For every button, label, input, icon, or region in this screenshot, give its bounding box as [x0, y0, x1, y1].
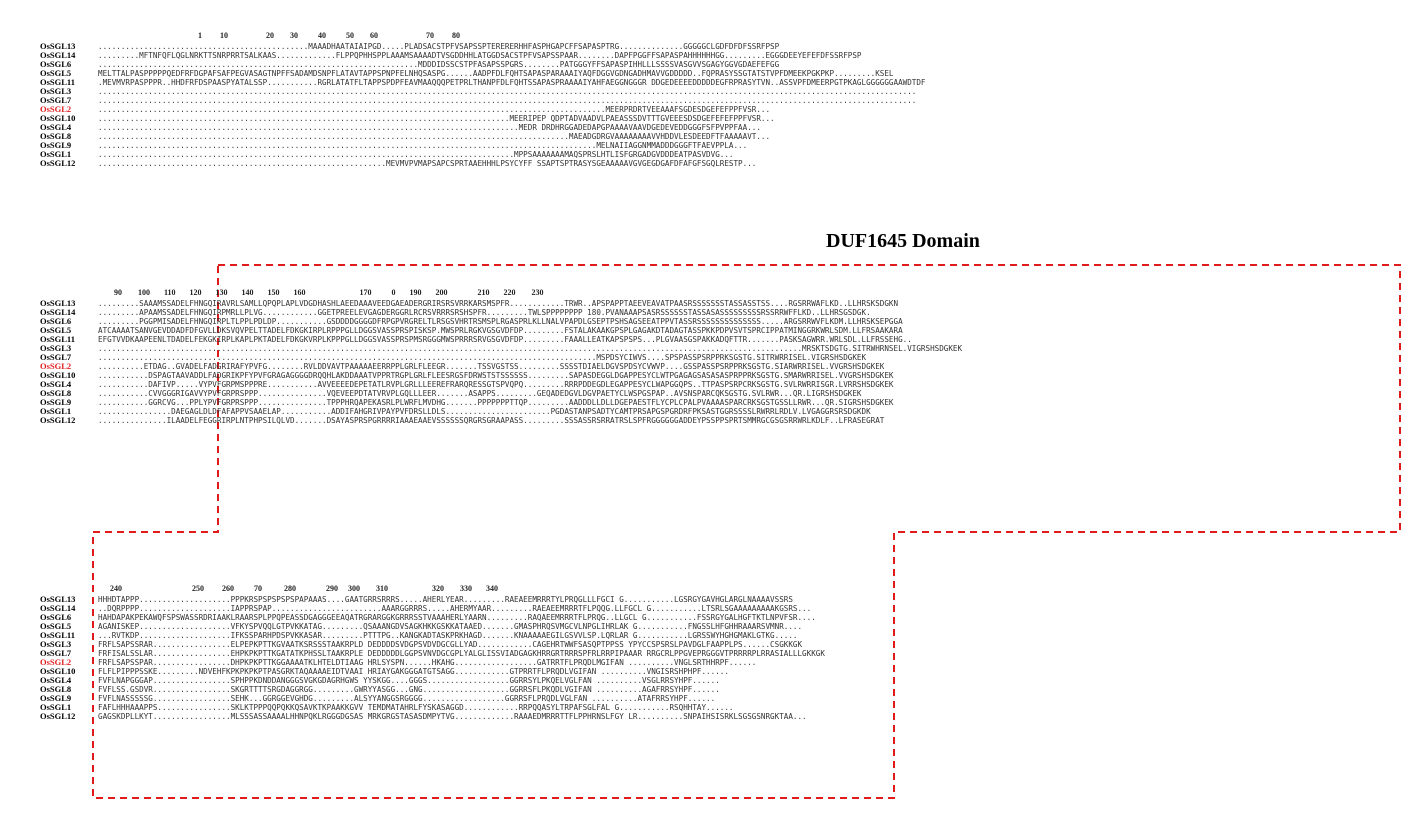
sequence-residues: AGANISKEP....................VFKYSPVQQLG… [98, 622, 803, 631]
sequence-residues: FAFLHHHAAAPPS................SKLKTPPPQQP… [98, 703, 734, 712]
sequence-name: OsSGL10 [40, 370, 76, 380]
sequence-name: OsSGL6 [40, 612, 72, 622]
sequence-name: OsSGL5 [40, 325, 72, 335]
sequence-name: OsSGL7 [40, 352, 72, 362]
sequence-name: OsSGL4 [40, 122, 72, 132]
sequence-residues: ...........CVVGGGRIGAVVYPVFGRPRSPPP.....… [98, 389, 862, 398]
sequence-residues: FLFLPIPPPSSKE.........NDVEHFKPKPKPKPTPAS… [98, 667, 729, 676]
sequence-name: OsSGL5 [40, 68, 72, 78]
sequence-residues: ........................................… [98, 96, 917, 105]
sequence-name: OsSGL13 [40, 298, 76, 308]
sequence-name: OsSGL14 [40, 50, 76, 60]
sequence-residues: FRFISALSSLAR.................EHPKPKPTTKG… [98, 649, 825, 658]
sequence-name: OsSGL5 [40, 621, 72, 631]
sequence-name: OsSGL2 [40, 104, 72, 114]
sequence-residues: ................DAEGAGLDLDFAFAPPVSAAELAP… [98, 407, 871, 416]
sequence-residues: FVFLNASSSSSG.................SEHK...GGRG… [98, 694, 716, 703]
sequence-name: OsSGL2 [40, 657, 72, 667]
sequence-residues: .........APAAMSSADELFHNGQIRPMRLLPLVG....… [98, 308, 871, 317]
ruler-numbers: 1 10 20 30 40 50 60 70 80 [98, 31, 460, 40]
sequence-name: OsSGL4 [40, 379, 72, 389]
sequence-residues: .........PGGPMISADELFHNGQIRPLTLPPLPDLDP.… [98, 317, 903, 326]
sequence-residues: .........SAAAMSSADELFHNGQIRAVRLSAMLLQPQP… [98, 299, 899, 308]
sequence-residues: ........................................… [98, 60, 780, 69]
sequence-name: OsSGL1 [40, 406, 72, 416]
sequence-name: OsSGL6 [40, 316, 72, 326]
sequence-name: OsSGL12 [40, 415, 76, 425]
sequence-residues: ...........GGRCVG...PPLYPVFGRPRSPPP.....… [98, 398, 894, 407]
sequence-residues: ........................................… [98, 42, 780, 51]
sequence-name: OsSGL9 [40, 397, 72, 407]
sequence-residues: FRFLSAPSSPAR.................DHPKPKPTTKG… [98, 658, 757, 667]
sequence-name: OsSGL3 [40, 639, 72, 649]
sequence-residues: ........................................… [98, 87, 917, 96]
sequence-residues: ........................................… [98, 344, 963, 353]
sequence-name: OsSGL12 [40, 711, 76, 721]
sequence-name: OsSGL9 [40, 140, 72, 150]
sequence-residues: ........................................… [98, 123, 761, 132]
sequence-name: OsSGL9 [40, 693, 72, 703]
ruler-numbers: 240 250 260 70 280 290 300 310 320 330 3… [98, 584, 498, 593]
sequence-residues: ........................................… [98, 353, 867, 362]
sequence-residues: .MEVMVRPASPPPR..HHDFRFDSPAASPYATALSSP...… [98, 78, 926, 87]
sequence-name: OsSGL11 [40, 630, 75, 640]
domain-title: DUF1645 Domain [826, 230, 980, 252]
sequence-residues: ........................................… [98, 159, 757, 168]
sequence-name: OsSGL8 [40, 684, 72, 694]
sequence-residues: .........MFTNFQFLQGLNRKTTSNRPRRTSALKAAS.… [98, 51, 862, 60]
sequence-name: OsSGL3 [40, 343, 72, 353]
sequence-residues: ..DQRPPPP....................IAPPRSPAP..… [98, 604, 812, 613]
sequence-name: OsSGL14 [40, 603, 76, 613]
sequence-residues: ATCAAAATSANVGEVDDADFDFGVLLDKSVQVPELTTADE… [98, 326, 903, 335]
sequence-residues: ...............ILAADELFEGGRIRPLNTPHPSILQ… [98, 416, 885, 425]
sequence-residues: ..........ETDAG..GVADELFADGRIRAFYPVFG...… [98, 362, 885, 371]
sequence-residues: ...........DSPAGTAAVADDLFADGRIKPFYPVFGRA… [98, 371, 894, 380]
sequence-name: OsSGL13 [40, 594, 76, 604]
sequence-name: OsSGL7 [40, 95, 72, 105]
sequence-residues: ...RVTKDP....................IFKSSPARHPD… [98, 631, 798, 640]
sequence-residues: FRFLSAPSSRAR.................ELPEPKPTTKG… [98, 640, 803, 649]
sequence-name: OsSGL8 [40, 388, 72, 398]
sequence-name: OsSGL7 [40, 648, 72, 658]
sequence-residues: HAHDAPAKPEKAWQFSPSWASSRDRIAAKLRAARSPLPPQ… [98, 613, 816, 622]
sequence-residues: ........................................… [98, 141, 748, 150]
sequence-residues: FVFLSS.GSDVR.................SKGRTTTTSRG… [98, 685, 720, 694]
sequence-name: OsSGL13 [40, 41, 76, 51]
sequence-name: OsSGL10 [40, 113, 76, 123]
sequence-name: OsSGL1 [40, 702, 72, 712]
sequence-name: OsSGL11 [40, 334, 75, 344]
sequence-residues: ........................................… [98, 150, 734, 159]
sequence-name: OsSGL1 [40, 149, 72, 159]
sequence-residues: EFGTVVDKAAPEENLTDADELFEKGKIRPLKAPLPKTADE… [98, 335, 912, 344]
sequence-residues: ...........DAFIVP.....VYPVFGRPMSPPPRE...… [98, 380, 894, 389]
sequence-name: OsSGL4 [40, 675, 72, 685]
sequence-name: OsSGL3 [40, 86, 72, 96]
sequence-residues: FVFLNAPGGGAP.................SPHPPKDNDDA… [98, 676, 720, 685]
ruler-numbers: 90 100 110 120 130 140 150 160 170 0 190… [98, 288, 544, 297]
sequence-name: OsSGL14 [40, 307, 76, 317]
sequence-residues: GAGSKDPLLKYT.................MLSSSASSAAA… [98, 712, 807, 721]
sequence-name: OsSGL10 [40, 666, 76, 676]
sequence-name: OsSGL6 [40, 59, 72, 69]
sequence-name: OsSGL12 [40, 158, 76, 168]
sequence-residues: HHHDTAPPP....................PPPKRSPSPSP… [98, 595, 793, 604]
sequence-residues: ........................................… [98, 132, 771, 141]
sequence-name: OsSGL11 [40, 77, 75, 87]
sequence-residues: ........................................… [98, 114, 775, 123]
sequence-name: OsSGL8 [40, 131, 72, 141]
sequence-name: OsSGL2 [40, 361, 72, 371]
sequence-residues: ........................................… [98, 105, 771, 114]
sequence-residues: MELTTALPASPPPPPQEDFRFDGPAFSAFPEGVASAGTNP… [98, 69, 894, 78]
